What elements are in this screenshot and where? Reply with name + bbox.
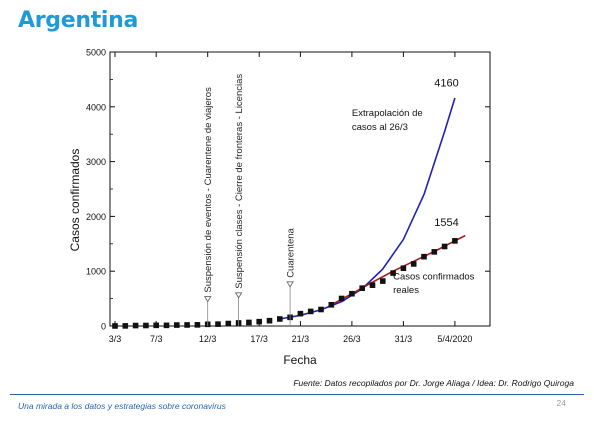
- chart-frame: [109, 51, 491, 327]
- data-point: [215, 321, 221, 327]
- y-tick-label: 0: [101, 322, 106, 332]
- page-number: 24: [556, 398, 566, 408]
- x-axis-label: Fecha: [283, 353, 317, 367]
- plot-frame: [109, 51, 491, 327]
- chart-annotations: 4160 Extrapolación de casos al 26/3 1554 Cas…: [352, 78, 475, 297]
- data-point: [194, 322, 201, 328]
- chart-annotation: 4160: [434, 78, 458, 90]
- chart-annotation: Casos confirmados: [393, 271, 475, 282]
- data-point: [256, 318, 262, 325]
- data-point: [122, 323, 129, 329]
- data-point: [266, 317, 273, 324]
- data-point: [307, 308, 314, 315]
- x-tick-label: 26/3: [343, 334, 361, 344]
- data-point: [143, 322, 149, 329]
- footer-divider: [10, 394, 584, 395]
- data-point: [246, 319, 252, 326]
- data-point: [369, 282, 376, 288]
- data-point: [349, 290, 355, 297]
- data-point: [400, 265, 407, 272]
- y-axis-label: Casos confirmados: [68, 149, 82, 252]
- event-label: Suspensión de eventos - Cuarentene de vi…: [203, 87, 214, 293]
- data-point: [318, 306, 324, 313]
- x-tick-label: 31/3: [395, 334, 413, 344]
- chart-axes: 0 1000 2000 3000 4000 5000 3/3 7/3 12/3 17/3 21/3 2…: [86, 48, 490, 344]
- data-point: [338, 295, 345, 302]
- y-tick-label: 5000: [86, 48, 106, 58]
- data-point: [452, 238, 458, 244]
- data-point: [390, 270, 396, 276]
- data-point: [410, 261, 417, 267]
- x-tick-label: 3/3: [109, 334, 122, 344]
- chart-series: [112, 97, 466, 329]
- data-point: [174, 322, 180, 328]
- data-point: [441, 243, 448, 250]
- data-point: [359, 285, 365, 291]
- event-marker: [234, 292, 243, 299]
- data-point: [112, 323, 118, 329]
- chart-annotation: reales: [393, 285, 419, 296]
- data-point: [328, 301, 335, 308]
- source-note: Fuente: Datos recopilados por Dr. Jorge …: [293, 378, 574, 388]
- data-point: [225, 320, 232, 327]
- data-point: [153, 322, 159, 329]
- event-label: Cuarentena: [286, 227, 297, 277]
- event-marker: [203, 296, 212, 303]
- data-point: [132, 322, 139, 329]
- x-tick-label: 21/3: [292, 334, 310, 344]
- event-label: Suspensión clases - Cierre de fronteras …: [234, 74, 245, 289]
- y-tick-label: 3000: [86, 157, 106, 167]
- footer-text: Una mirada a los datos y estrategias sob…: [18, 401, 226, 411]
- data-point: [380, 278, 386, 284]
- event-marker: [286, 281, 294, 288]
- y-tick-label: 4000: [86, 102, 106, 112]
- x-tick-label: 12/3: [199, 334, 217, 344]
- chart-events: Suspensión de eventos - Cuarentene de vi…: [203, 74, 297, 326]
- data-point: [277, 316, 283, 322]
- data-point: [297, 310, 304, 317]
- x-tick-label: 5/4/2020: [437, 334, 472, 344]
- data-point: [421, 253, 427, 260]
- y-tick-label: 2000: [86, 212, 106, 222]
- x-tick-label: 7/3: [150, 334, 163, 344]
- data-point: [431, 249, 438, 255]
- chart-annotation: Extrapolación de: [352, 108, 423, 119]
- slide-title: Argentina: [18, 8, 139, 33]
- data-point: [163, 322, 170, 329]
- chart-annotation: casos al 26/3: [352, 122, 408, 133]
- y-tick-label: 1000: [86, 267, 106, 277]
- chart-annotation: 1554: [434, 217, 458, 229]
- x-tick-label: 17/3: [250, 334, 268, 344]
- data-point: [184, 322, 190, 328]
